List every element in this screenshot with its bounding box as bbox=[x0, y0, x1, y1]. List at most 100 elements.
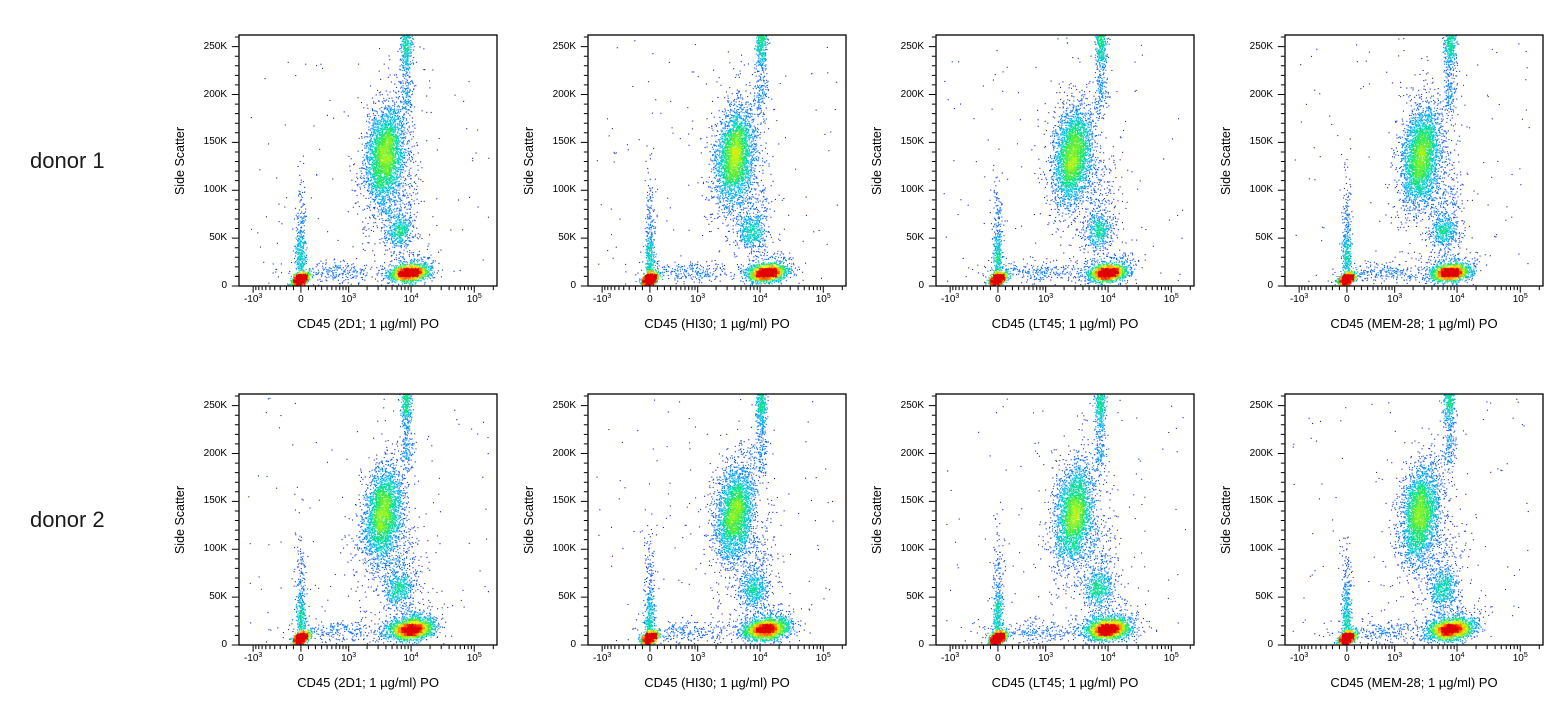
flow-plot-canvas bbox=[578, 391, 852, 655]
x-tick-label: -103 bbox=[243, 293, 263, 305]
flow-plot-canvas bbox=[1275, 391, 1549, 655]
x-tick-label: 0 bbox=[298, 294, 304, 305]
y-tick-label: 0 bbox=[570, 280, 576, 291]
y-tick-label: 100K bbox=[552, 184, 576, 196]
y-tick-label: 200K bbox=[900, 447, 924, 459]
y-tick-label: 0 bbox=[570, 639, 576, 650]
flow-plot-canvas bbox=[1275, 32, 1549, 296]
x-tick-label: -103 bbox=[940, 293, 960, 305]
y-axis-title: Side Scatter bbox=[522, 126, 536, 195]
y-tick-label: 0 bbox=[1267, 639, 1273, 650]
x-tick-label: 105 bbox=[1512, 293, 1528, 305]
y-tick-label: 200K bbox=[1249, 447, 1273, 459]
x-tick-label: 0 bbox=[647, 653, 653, 664]
y-tick-label: 100K bbox=[900, 543, 924, 555]
x-tick-label: 104 bbox=[752, 652, 768, 664]
x-tick-label: 104 bbox=[1100, 293, 1116, 305]
y-tick-label: 0 bbox=[918, 639, 924, 650]
x-tick-label: 104 bbox=[403, 293, 419, 305]
x-tick-label: 0 bbox=[647, 294, 653, 305]
y-tick-label: 150K bbox=[900, 136, 924, 148]
flow-plot-canvas bbox=[926, 391, 1200, 655]
y-axis-title: Side Scatter bbox=[870, 485, 884, 554]
x-tick-label: 103 bbox=[1038, 293, 1054, 305]
y-tick-label: 50K bbox=[209, 232, 227, 244]
y-tick-label: 250K bbox=[203, 399, 227, 411]
y-tick-label: 50K bbox=[1255, 591, 1273, 603]
x-tick-label: 105 bbox=[815, 652, 831, 664]
x-tick-label: 103 bbox=[1387, 293, 1403, 305]
x-tick-label: 103 bbox=[690, 652, 706, 664]
flow-plot-canvas bbox=[229, 391, 503, 655]
x-tick-label: 105 bbox=[1512, 652, 1528, 664]
y-tick-label: 100K bbox=[203, 184, 227, 196]
y-tick-label: 150K bbox=[203, 495, 227, 507]
x-tick-label: 105 bbox=[815, 293, 831, 305]
y-tick-label: 200K bbox=[552, 447, 576, 459]
x-tick-label: 104 bbox=[1449, 652, 1465, 664]
y-axis-title: Side Scatter bbox=[522, 485, 536, 554]
y-tick-label: 200K bbox=[1249, 88, 1273, 100]
y-axis-title: Side Scatter bbox=[173, 126, 187, 195]
y-tick-label: 200K bbox=[203, 447, 227, 459]
y-tick-label: 250K bbox=[552, 399, 576, 411]
x-tick-label: 103 bbox=[341, 652, 357, 664]
y-tick-label: 250K bbox=[1249, 399, 1273, 411]
flow-plot-canvas bbox=[926, 32, 1200, 296]
x-tick-label: 0 bbox=[1344, 653, 1350, 664]
x-axis-title: CD45 (LT45; 1 µg/ml) PO bbox=[991, 316, 1139, 331]
y-tick-label: 50K bbox=[906, 591, 924, 603]
row-label: donor 1 bbox=[30, 147, 105, 173]
x-tick-label: 0 bbox=[1344, 294, 1350, 305]
x-axis-title: CD45 (MEM-28; 1 µg/ml) PO bbox=[1330, 675, 1498, 690]
y-tick-label: 150K bbox=[203, 136, 227, 148]
y-tick-label: 200K bbox=[203, 88, 227, 100]
x-axis-title: CD45 (LT45; 1 µg/ml) PO bbox=[991, 675, 1139, 690]
y-tick-label: 100K bbox=[552, 543, 576, 555]
y-tick-label: 100K bbox=[1249, 184, 1273, 196]
x-axis-title: CD45 (2D1; 1 µg/ml) PO bbox=[297, 675, 439, 690]
y-tick-label: 150K bbox=[552, 495, 576, 507]
x-tick-label: 104 bbox=[1449, 293, 1465, 305]
x-tick-label: -103 bbox=[243, 652, 263, 664]
x-tick-label: 0 bbox=[298, 653, 304, 664]
y-tick-label: 100K bbox=[1249, 543, 1273, 555]
row-label: donor 2 bbox=[30, 506, 105, 532]
x-tick-label: -103 bbox=[592, 293, 612, 305]
x-tick-label: 0 bbox=[995, 294, 1001, 305]
flow-plot-canvas bbox=[578, 32, 852, 296]
y-tick-label: 150K bbox=[1249, 136, 1273, 148]
y-tick-label: 100K bbox=[203, 543, 227, 555]
y-tick-label: 50K bbox=[209, 591, 227, 603]
x-tick-label: 105 bbox=[1163, 293, 1179, 305]
y-tick-label: 50K bbox=[558, 232, 576, 244]
x-tick-label: -103 bbox=[592, 652, 612, 664]
y-axis-title: Side Scatter bbox=[173, 485, 187, 554]
x-tick-label: 105 bbox=[466, 293, 482, 305]
x-axis-title: CD45 (2D1; 1 µg/ml) PO bbox=[297, 316, 439, 331]
x-tick-label: 104 bbox=[752, 293, 768, 305]
y-tick-label: 0 bbox=[221, 639, 227, 650]
y-axis-title: Side Scatter bbox=[1219, 126, 1233, 195]
y-tick-label: 250K bbox=[552, 40, 576, 52]
x-tick-label: -103 bbox=[940, 652, 960, 664]
x-axis-title: CD45 (MEM-28; 1 µg/ml) PO bbox=[1330, 316, 1498, 331]
y-tick-label: 0 bbox=[1267, 280, 1273, 291]
y-tick-label: 0 bbox=[918, 280, 924, 291]
x-tick-label: 103 bbox=[1038, 652, 1054, 664]
y-tick-label: 250K bbox=[203, 40, 227, 52]
y-tick-label: 50K bbox=[558, 591, 576, 603]
y-tick-label: 200K bbox=[552, 88, 576, 100]
x-tick-label: 0 bbox=[995, 653, 1001, 664]
y-tick-label: 50K bbox=[1255, 232, 1273, 244]
x-tick-label: 103 bbox=[1387, 652, 1403, 664]
x-tick-label: -103 bbox=[1289, 293, 1309, 305]
x-tick-label: 105 bbox=[466, 652, 482, 664]
flow-plot-canvas bbox=[229, 32, 503, 296]
y-tick-label: 250K bbox=[900, 40, 924, 52]
x-axis-title: CD45 (HI30; 1 µg/ml) PO bbox=[644, 316, 790, 331]
y-tick-label: 200K bbox=[900, 88, 924, 100]
y-tick-label: 0 bbox=[221, 280, 227, 291]
y-tick-label: 100K bbox=[900, 184, 924, 196]
